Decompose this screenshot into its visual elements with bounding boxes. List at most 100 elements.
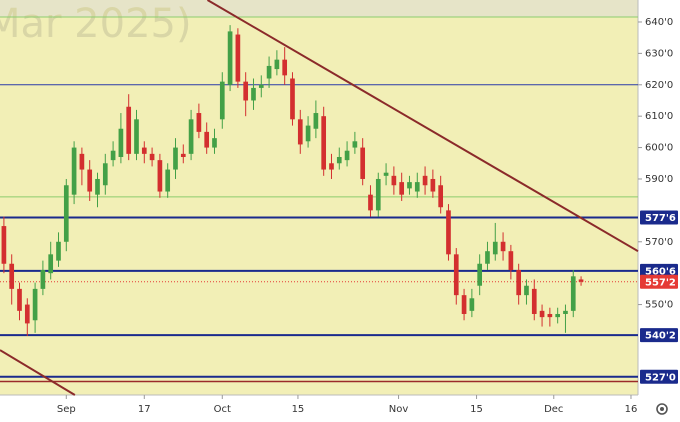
candle-body xyxy=(352,141,358,148)
y-tick-label: 610'0 xyxy=(645,111,673,122)
candle-body xyxy=(157,160,163,192)
candle-body xyxy=(336,156,342,164)
candle-body xyxy=(9,263,15,289)
price-tag-label: 577'6 xyxy=(645,213,676,224)
candle-body xyxy=(1,226,7,264)
candle-body xyxy=(290,78,295,120)
trendline xyxy=(0,349,76,396)
y-tick-label: 620'0 xyxy=(645,80,673,91)
candle-body xyxy=(391,175,397,186)
top-band xyxy=(0,0,638,17)
candle-body xyxy=(563,310,568,314)
candle-body xyxy=(56,241,61,261)
candle-body xyxy=(110,150,116,161)
candle-body xyxy=(539,310,545,318)
candle-body xyxy=(508,251,514,271)
candle-body xyxy=(102,163,108,186)
x-tick-label: Dec xyxy=(544,404,563,415)
candle-body xyxy=(219,81,225,120)
candle-body xyxy=(516,270,522,296)
candle-body xyxy=(282,59,288,76)
candle-body xyxy=(141,147,147,154)
candle-body xyxy=(180,153,186,157)
y-tick-label: 630'0 xyxy=(645,48,673,59)
gear-hub[interactable] xyxy=(660,407,664,411)
candle-body xyxy=(95,178,100,195)
x-tick-label: Oct xyxy=(214,404,231,415)
candle-body xyxy=(555,313,561,318)
settings-icon[interactable] xyxy=(656,403,668,415)
candle-body xyxy=(461,295,467,314)
candle-body xyxy=(453,254,459,296)
candle-body xyxy=(407,182,412,189)
candle-body xyxy=(313,113,319,129)
price-tag xyxy=(640,369,678,384)
candle-body xyxy=(438,185,444,208)
candle-body xyxy=(227,31,233,85)
candle-body xyxy=(368,194,373,211)
candle-body xyxy=(321,116,327,170)
candle-body xyxy=(126,106,132,154)
candle-body xyxy=(329,163,334,170)
watermark: Mar 2025) xyxy=(0,1,192,47)
price-tag-label: 557'2 xyxy=(645,277,676,288)
candle-body xyxy=(17,288,22,311)
price-tag-label: 540'2 xyxy=(645,331,676,342)
price-tag xyxy=(640,328,678,343)
candle-body xyxy=(32,288,38,321)
candle-body xyxy=(570,276,576,311)
x-tick-label: 17 xyxy=(138,404,151,415)
y-tick-label: 640'0 xyxy=(645,17,673,28)
candle-body xyxy=(87,169,93,192)
y-tick-label: 570'0 xyxy=(645,237,673,248)
x-tick-label: Sep xyxy=(57,404,76,415)
candle-body xyxy=(63,185,69,242)
candle-body xyxy=(477,263,483,286)
candle-body xyxy=(204,131,210,148)
candle-body xyxy=(360,147,366,179)
candle-body xyxy=(71,147,77,195)
candle-body xyxy=(414,182,420,192)
candle-body xyxy=(500,241,506,252)
candle-body xyxy=(196,113,202,132)
trendline xyxy=(206,0,639,253)
candle-body xyxy=(274,59,280,70)
candle-body xyxy=(165,169,171,192)
price-tag-label: 527'0 xyxy=(645,372,676,383)
candle-body xyxy=(48,254,54,274)
price-tag xyxy=(640,263,678,278)
candle-body xyxy=(173,147,178,170)
candle-body xyxy=(492,241,498,255)
price-tag-label: 560'6 xyxy=(645,266,676,277)
x-tick-label: 15 xyxy=(292,404,305,415)
candle-body xyxy=(134,119,139,154)
candle-body xyxy=(383,172,389,176)
candle-body xyxy=(578,279,584,282)
candle-body xyxy=(24,304,30,324)
candle-body xyxy=(375,178,381,211)
x-tick-label: Nov xyxy=(389,404,409,415)
y-tick-label: 550'0 xyxy=(645,300,673,311)
gear[interactable] xyxy=(656,403,668,415)
candle-body xyxy=(212,138,217,148)
candle-body xyxy=(524,285,529,296)
y-tick-label: 590'0 xyxy=(645,174,673,185)
candle-body xyxy=(258,84,264,88)
candle-body xyxy=(469,298,475,311)
candle-body xyxy=(235,34,241,82)
candle-body xyxy=(305,125,311,142)
price-tag xyxy=(640,210,678,225)
candle-body xyxy=(399,182,405,195)
candle-body xyxy=(251,87,256,101)
price-tag xyxy=(640,274,678,289)
candle-body xyxy=(547,313,553,318)
candle-body xyxy=(243,81,249,101)
candle-body xyxy=(485,251,490,264)
candle-body xyxy=(531,288,537,314)
candle-body xyxy=(297,119,303,145)
time-axis xyxy=(0,395,680,422)
candle-body xyxy=(430,178,436,192)
candle-body xyxy=(188,119,194,154)
